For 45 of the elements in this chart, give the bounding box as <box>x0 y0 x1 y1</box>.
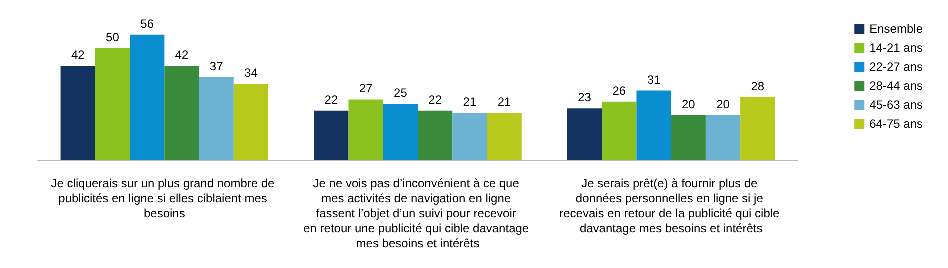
bar <box>314 110 349 160</box>
data-label: 31 <box>647 72 662 87</box>
data-label: 26 <box>612 84 626 98</box>
data-label: 25 <box>394 86 408 100</box>
data-label: 27 <box>359 82 374 96</box>
data-label: 20 <box>682 97 696 112</box>
data-label: 50 <box>106 30 120 44</box>
data-label: 20 <box>716 97 730 112</box>
data-label: 34 <box>244 66 258 80</box>
legend-label: 14-21 ans <box>870 41 923 55</box>
bar <box>234 84 269 160</box>
bar <box>130 34 165 160</box>
bar <box>95 48 130 160</box>
bar <box>706 115 741 160</box>
legend-label: 22-27 ans <box>870 60 923 74</box>
bar <box>671 115 706 160</box>
data-label: 28 <box>751 79 765 94</box>
data-label: 21 <box>463 95 477 110</box>
legend-label: 64-75 ans <box>870 117 923 131</box>
data-label: 42 <box>175 48 189 62</box>
bar <box>567 108 602 160</box>
bar <box>60 66 96 160</box>
data-label: 21 <box>498 95 512 110</box>
x-tick-label: Je ne vois pas d’inconvénient à ce que mes activités de navigation en ligne fassent l’objet d’un suivi pour recevoir en retour une publicité qui cible davantage mes besoins et intérêts <box>304 176 532 250</box>
legend-label: 45-63 ans <box>870 98 923 112</box>
x-tick-label: Je cliquerais sur un plus grand nombre de publicités en ligne si elles ciblaient mes besoins <box>51 176 278 220</box>
legend-label: 28-44 ans <box>870 79 923 93</box>
bar <box>636 90 672 160</box>
x-tick-label: Je serais prêt(e) à fournir plus de données personnelles en ligne si je recevais en retour de la publicité qui cible davantage mes besoins et intérêts <box>560 176 784 236</box>
data-label: 23 <box>578 90 592 105</box>
bar <box>164 66 200 160</box>
bar <box>418 110 453 160</box>
bar <box>602 102 637 160</box>
data-label: 22 <box>324 92 338 107</box>
data-label: 22 <box>428 92 442 107</box>
legend-label: Ensemble <box>870 22 924 36</box>
bar <box>348 100 384 160</box>
bar <box>383 104 418 160</box>
data-label: 37 <box>210 59 224 74</box>
bar <box>452 113 488 160</box>
data-label: 42 <box>71 48 86 62</box>
bar <box>740 97 776 160</box>
bar <box>487 113 522 160</box>
data-label: 56 <box>140 16 154 31</box>
bar <box>199 77 234 160</box>
